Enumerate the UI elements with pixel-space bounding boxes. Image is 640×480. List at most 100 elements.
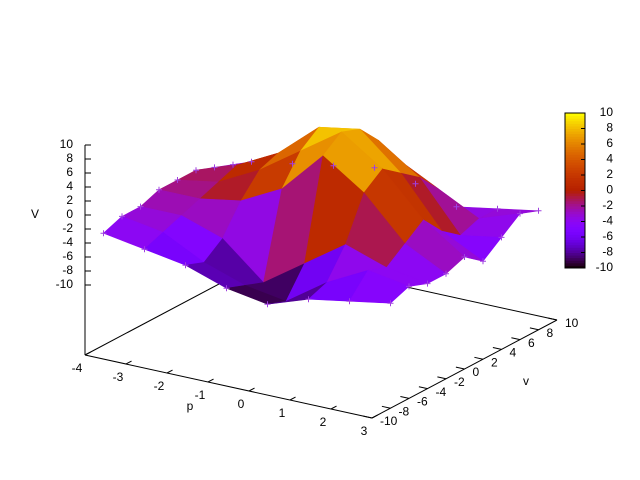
colorbar-step: [565, 195, 585, 199]
axis-line: [84, 354, 373, 419]
y-tick: [548, 317, 558, 321]
colorbar-step: [565, 203, 585, 207]
data-point: [182, 262, 189, 269]
colorbar-step: [565, 234, 585, 238]
colorbar-step: [565, 149, 585, 153]
colorbar-step: [565, 193, 585, 197]
x-tick: [166, 369, 173, 374]
colorbar-tick-label: -4: [602, 214, 613, 228]
colorbar-step: [565, 239, 585, 243]
colorbar-step: [565, 131, 585, 135]
colorbar-step: [565, 237, 585, 241]
colorbar-step: [565, 213, 585, 217]
y-tick-label: -10: [380, 414, 398, 428]
data-point: [330, 162, 337, 169]
y-tick: [529, 327, 539, 331]
z-tick-label: 6: [66, 165, 73, 179]
colorbar-tick-label: -2: [602, 198, 613, 212]
colorbar-tick-label: 0: [606, 183, 613, 197]
colorbar-tick-label: -10: [596, 260, 614, 274]
colorbar-step: [565, 185, 585, 189]
z-tick-label: -8: [62, 263, 73, 277]
data-point: [193, 167, 199, 174]
data-point: [453, 203, 460, 210]
data-point: [387, 300, 394, 307]
colorbar-tick-label: -6: [602, 229, 613, 243]
colorbar-step: [565, 229, 585, 233]
data-point: [248, 158, 255, 165]
x-tick: [84, 351, 91, 356]
data-point: [264, 301, 271, 308]
data-point: [371, 164, 378, 171]
data-point: [100, 230, 107, 237]
colorbar-step: [565, 115, 585, 119]
z-tick-label: -4: [62, 235, 73, 249]
x-tick: [330, 405, 337, 410]
y-tick-label: -6: [417, 395, 428, 409]
colorbar-step: [565, 208, 585, 212]
x-tick-label: 3: [361, 424, 368, 438]
x-tick-label: 1: [279, 406, 286, 420]
data-point: [443, 270, 449, 277]
colorbar-step: [565, 138, 585, 142]
y-axis-label: v: [523, 374, 529, 388]
colorbar-step: [565, 123, 585, 127]
colorbar-step: [565, 120, 585, 124]
colorbar-step: [565, 154, 585, 158]
x-tick-label: -4: [72, 361, 83, 375]
colorbar-step: [565, 244, 585, 248]
colorbar-step: [565, 128, 585, 132]
colorbar-step: [565, 162, 585, 166]
x-axis-label: p: [187, 399, 194, 413]
colorbar-step: [565, 262, 585, 266]
y-tick: [492, 347, 502, 350]
colorbar-tick-label: 2: [606, 167, 613, 181]
colorbar-step: [565, 206, 585, 210]
y-tick: [511, 337, 521, 341]
colorbar-tick-label: 8: [606, 121, 613, 135]
colorbar-step: [565, 113, 585, 117]
colorbar-step: [565, 151, 585, 155]
data-point: [141, 246, 148, 253]
data-point: [230, 161, 236, 168]
x-tick-label: -3: [113, 370, 124, 384]
y-tick: [474, 356, 484, 360]
data-point: [412, 180, 419, 187]
y-tick: [418, 386, 428, 390]
x-tick: [207, 378, 214, 383]
y-tick-label: -8: [399, 404, 410, 418]
colorbar-step: [565, 198, 585, 202]
z-tick-label: 0: [66, 207, 73, 221]
y-tick: [363, 415, 373, 419]
colorbar-tick-label: 6: [606, 136, 613, 150]
z-tick-label: 2: [66, 193, 73, 207]
colorbar-tick-label: 10: [600, 105, 614, 119]
data-point: [305, 296, 312, 303]
colorbar-step: [565, 260, 585, 264]
colorbar-step: [565, 190, 585, 194]
data-point: [461, 254, 468, 260]
colorbar-step: [565, 159, 585, 163]
x-tick: [125, 360, 132, 365]
y-tick-label: 2: [491, 355, 498, 369]
colorbar-step: [565, 200, 585, 204]
y-tick-label: 8: [547, 326, 554, 340]
colorbar-step: [565, 133, 585, 137]
colorbar-step: [565, 167, 585, 171]
y-tick: [400, 396, 410, 399]
colorbar-step: [565, 144, 585, 148]
colorbar-step: [565, 249, 585, 253]
colorbar-step: [565, 118, 585, 122]
z-tick-label: 8: [66, 151, 73, 165]
data-point: [211, 164, 218, 171]
colorbar-step: [565, 231, 585, 235]
data-point: [289, 160, 296, 167]
colorbar-step: [565, 180, 585, 184]
data-point: [498, 234, 505, 241]
data-point: [517, 210, 523, 217]
colorbar-step: [565, 226, 585, 230]
z-axis-label: V: [31, 207, 39, 221]
y-tick-label: 10: [565, 316, 579, 330]
data-point: [424, 280, 431, 287]
